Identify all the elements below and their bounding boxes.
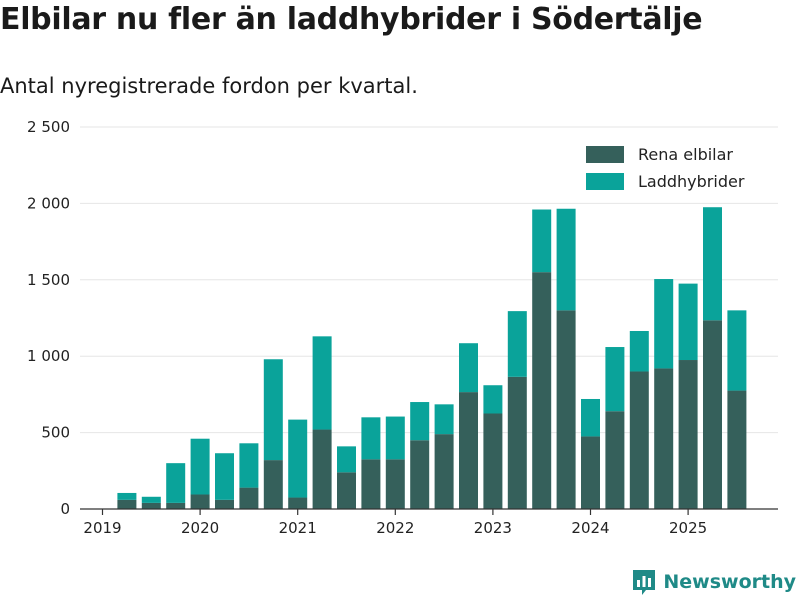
bar-rena-elbilar — [385, 459, 405, 509]
bar-laddhybrider — [654, 279, 674, 369]
bar-laddhybrider — [117, 492, 137, 500]
bar-laddhybrider — [581, 398, 600, 437]
newsworthy-logo-icon — [633, 570, 656, 595]
x-tick-label: 2025 — [669, 519, 707, 537]
bar-rena-elbilar — [654, 368, 674, 509]
legend: Rena elbilar Laddhybrider — [586, 145, 745, 191]
bar-laddhybrider — [483, 385, 503, 414]
bar-laddhybrider — [459, 343, 478, 393]
bar-rena-elbilar — [337, 472, 356, 509]
brand-name: Newsworthy — [663, 571, 796, 593]
y-tick-label: 0 — [60, 500, 70, 518]
bar-laddhybrider — [141, 496, 161, 503]
bar-laddhybrider — [703, 207, 722, 321]
bar-laddhybrider — [288, 419, 308, 498]
y-axis-labels: 0 500 1 000 1 500 2 000 2 500 — [27, 118, 70, 518]
bar-rena-elbilar — [459, 392, 478, 509]
bar-laddhybrider — [556, 208, 576, 311]
legend-label-rena-elbilar: Rena elbilar — [638, 145, 733, 164]
bar-rena-elbilar — [727, 390, 747, 509]
bar-rena-elbilar — [703, 320, 722, 509]
bar-laddhybrider — [166, 463, 186, 503]
bar-rena-elbilar — [605, 411, 625, 509]
bar-rena-elbilar — [434, 434, 454, 509]
bar-rena-elbilar — [556, 310, 576, 509]
bar-laddhybrider — [263, 359, 283, 461]
bar-laddhybrider — [239, 443, 259, 488]
legend-swatch-rena-elbilar — [586, 146, 624, 163]
legend-swatch-laddhybrider — [586, 173, 624, 190]
bar-rena-elbilar — [288, 497, 308, 509]
bar-laddhybrider — [385, 416, 405, 460]
bar-laddhybrider — [410, 402, 430, 441]
bars — [117, 207, 747, 509]
y-tick-label: 1 500 — [27, 271, 70, 289]
bar-laddhybrider — [190, 438, 210, 495]
x-tick-label: 2023 — [474, 519, 512, 537]
bar-rena-elbilar — [532, 272, 552, 509]
bar-rena-elbilar — [312, 429, 332, 509]
bar-laddhybrider — [532, 209, 552, 273]
bar-laddhybrider — [337, 446, 356, 473]
bar-rena-elbilar — [678, 360, 698, 509]
y-tick-label: 500 — [41, 424, 70, 442]
bar-laddhybrider — [215, 453, 234, 500]
bar-rena-elbilar — [483, 413, 503, 509]
bar-rena-elbilar — [117, 499, 137, 509]
bar-laddhybrider — [434, 404, 454, 435]
bar-rena-elbilar — [141, 502, 161, 509]
bar-rena-elbilar — [629, 371, 649, 509]
chart-title: Elbilar nu fler än laddhybrider i Södert… — [0, 2, 703, 37]
bar-laddhybrider — [312, 336, 332, 430]
bar-rena-elbilar — [190, 494, 210, 509]
bar-rena-elbilar — [215, 499, 234, 509]
y-tick-label: 2 000 — [27, 194, 70, 212]
bar-rena-elbilar — [410, 440, 430, 509]
bar-rena-elbilar — [361, 459, 381, 509]
bar-rena-elbilar — [239, 487, 259, 509]
bar-laddhybrider — [678, 283, 698, 361]
x-tick-label: 2022 — [376, 519, 414, 537]
newsworthy-brand: Newsworthy — [631, 568, 796, 596]
bar-laddhybrider — [727, 310, 747, 391]
bar-rena-elbilar — [581, 436, 600, 509]
x-tick-label: 2021 — [279, 519, 317, 537]
x-tick-label: 2019 — [83, 519, 121, 537]
chart-subtitle: Antal nyregistrerade fordon per kvartal. — [0, 74, 418, 98]
bar-rena-elbilar — [263, 460, 283, 509]
bar-rena-elbilar — [507, 376, 527, 509]
x-tick-label: 2024 — [571, 519, 609, 537]
bar-laddhybrider — [605, 347, 625, 412]
bar-laddhybrider — [507, 311, 527, 377]
y-tick-label: 1 000 — [27, 347, 70, 365]
x-tick-label: 2020 — [181, 519, 219, 537]
bar-laddhybrider — [361, 417, 381, 460]
bar-laddhybrider — [629, 330, 649, 372]
y-tick-label: 2 500 — [27, 118, 70, 136]
x-axis-ticks: 2019 2020 2021 2022 2023 2024 2025 — [83, 509, 707, 537]
bar-rena-elbilar — [166, 502, 186, 509]
legend-label-laddhybrider: Laddhybrider — [638, 172, 745, 191]
